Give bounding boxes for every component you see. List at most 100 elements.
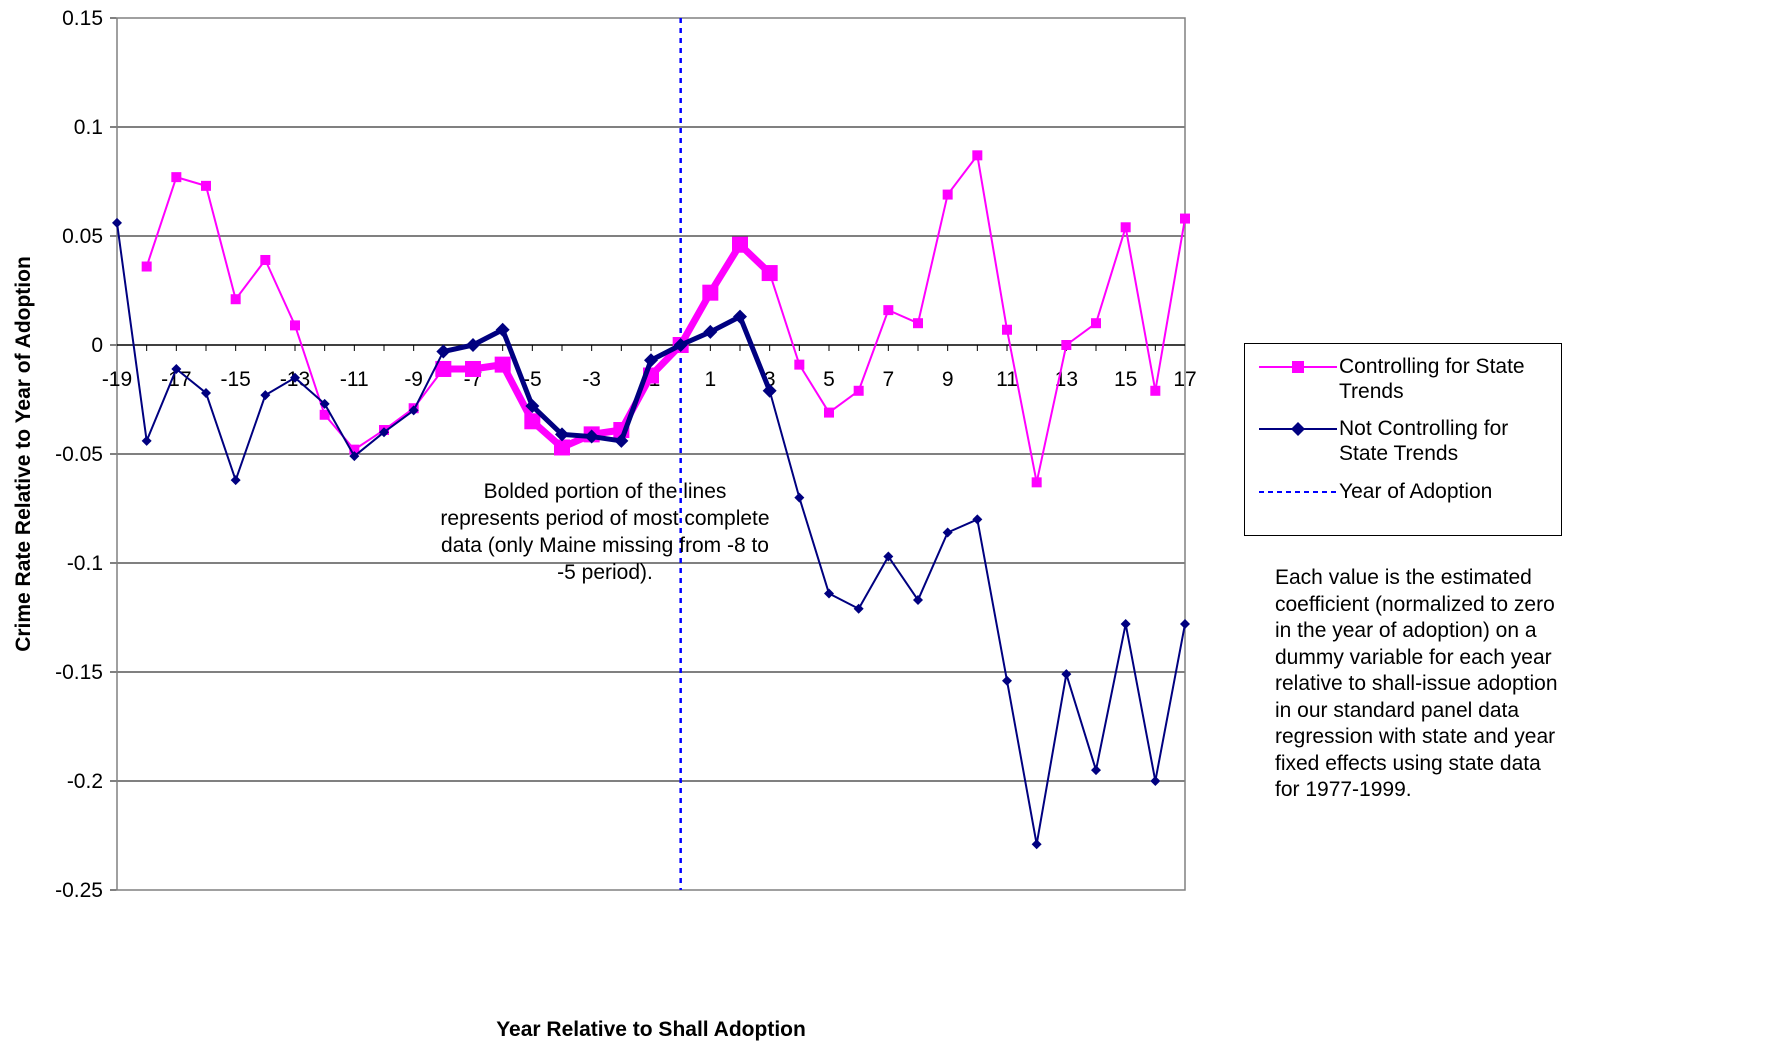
series-2-segment [857,555,890,610]
dotted-line-icon [1259,491,1337,493]
series-1-segment [976,154,1008,331]
series-2-segment [353,431,385,458]
series-2-point [703,324,718,339]
series-2-segment [205,391,237,482]
series-2-point [319,398,330,409]
series-2-point [408,405,419,416]
x-axis-title: Year Relative to Shall Adoption [496,1018,806,1041]
series-1-point [524,413,541,430]
series-2-point [1061,669,1072,680]
series-2-segment [294,376,326,405]
series-2-point [853,603,864,614]
series-2-point [972,514,983,525]
series-1-point [494,356,511,373]
series-2-segment [828,592,860,610]
series-1-point [883,305,894,316]
series-2-point [171,363,182,374]
series-1-point [794,359,805,370]
legend-label: Controlling for State Trends [1339,355,1525,403]
series-1-point [761,265,778,282]
series-2-segment [917,531,949,602]
series-1-point [465,360,481,377]
series-2-point [913,595,923,606]
series-1-point [141,261,152,272]
series-1-point [972,150,983,161]
y-tick-label: -0.15 [55,661,103,684]
series-1-point [290,320,300,331]
y-tick-label: -0.1 [67,552,103,575]
legend-item-year-of-adoption: Year of Adoption [1257,479,1554,505]
series-1-point [1002,324,1012,335]
series-2-segment [768,389,801,499]
series-2-point [733,309,747,324]
legend-item-controlling: Controlling for State Trends [1257,354,1554,404]
x-tick-label: -9 [404,368,423,391]
series-2-point [436,344,451,359]
series-2-segment [383,409,415,434]
series-2-point [794,492,805,503]
series-1-segment [1006,328,1038,484]
series-2-segment [976,518,1008,682]
series-2-point [112,217,122,228]
series-2-segment [618,357,654,444]
series-1-point [319,409,330,420]
y-tick-label: 0.1 [74,116,103,139]
series-2-segment [145,367,178,442]
series-2-segment [737,314,773,394]
series-2-segment [707,314,743,335]
series-2-point [1091,765,1101,776]
series-2-segment [1095,623,1127,772]
series-1-segment [264,258,296,327]
series-2-segment [1154,623,1186,782]
series-2-point [555,427,569,442]
series-2-segment [1006,679,1038,846]
series-2-segment [1124,623,1157,782]
series-1-point [853,385,864,396]
series-1-segment [857,309,890,392]
series-2-point [466,338,480,352]
y-axis-title: Crime Rate Relative to Year of Adoption [12,256,35,652]
square-marker-icon [1259,361,1337,373]
grid-lines [110,17,1186,891]
bold-portion-annotation: Bolded portion of the lines represents p… [440,480,770,584]
series-1-point [1120,222,1131,233]
series-1-segment [499,361,536,425]
series-2-segment [470,327,506,348]
series-2-segment [648,342,684,363]
y-axis-tick-labels: 0.15 0.1 0.05 0 -0.05 -0.1 -0.15 -0.2 -0.25 [55,7,103,902]
series-1-segment [917,193,949,325]
series-1-point [1061,340,1072,350]
series-2-point [614,433,629,448]
series-2-point [260,390,271,401]
series-2-segment [529,403,565,437]
series-2-segment [946,518,979,534]
x-tick-label: 5 [823,368,835,391]
series-1-point [1150,385,1161,396]
y-tick-label: 0 [91,334,103,357]
y-tick-label: -0.2 [67,770,103,793]
series-2-segment [1035,673,1068,846]
series-1-segment [205,184,237,301]
methodology-note: Each value is the estimated coefficient … [1275,566,1558,801]
legend-label: Year of Adoption [1339,480,1493,503]
series-2-point [141,435,152,446]
series-2-point [1002,675,1012,686]
x-axis-tick-labels: -19-17-15-13-11-9-7-5-3-11357911131517 [102,368,1197,391]
diamond-marker-icon [1259,422,1337,436]
series-1-point [435,360,452,377]
series-1-point [554,439,570,456]
x-tick-label: -5 [523,368,542,391]
legend: Controlling for State Trends Not Control… [1244,343,1562,536]
series-2-segment [116,221,148,442]
legend-label: Not Controlling for State Trends [1339,417,1509,465]
y-tick-label: 0.05 [62,225,103,248]
series-1-segment [1154,217,1186,392]
series-2-segment [798,496,830,595]
series-1-point [732,236,748,253]
series-2-point [1120,619,1131,630]
x-tick-label: -11 [340,368,369,391]
series-2-point [1031,839,1042,850]
series-1-segment [1124,226,1157,392]
series-1-segment [798,363,830,414]
